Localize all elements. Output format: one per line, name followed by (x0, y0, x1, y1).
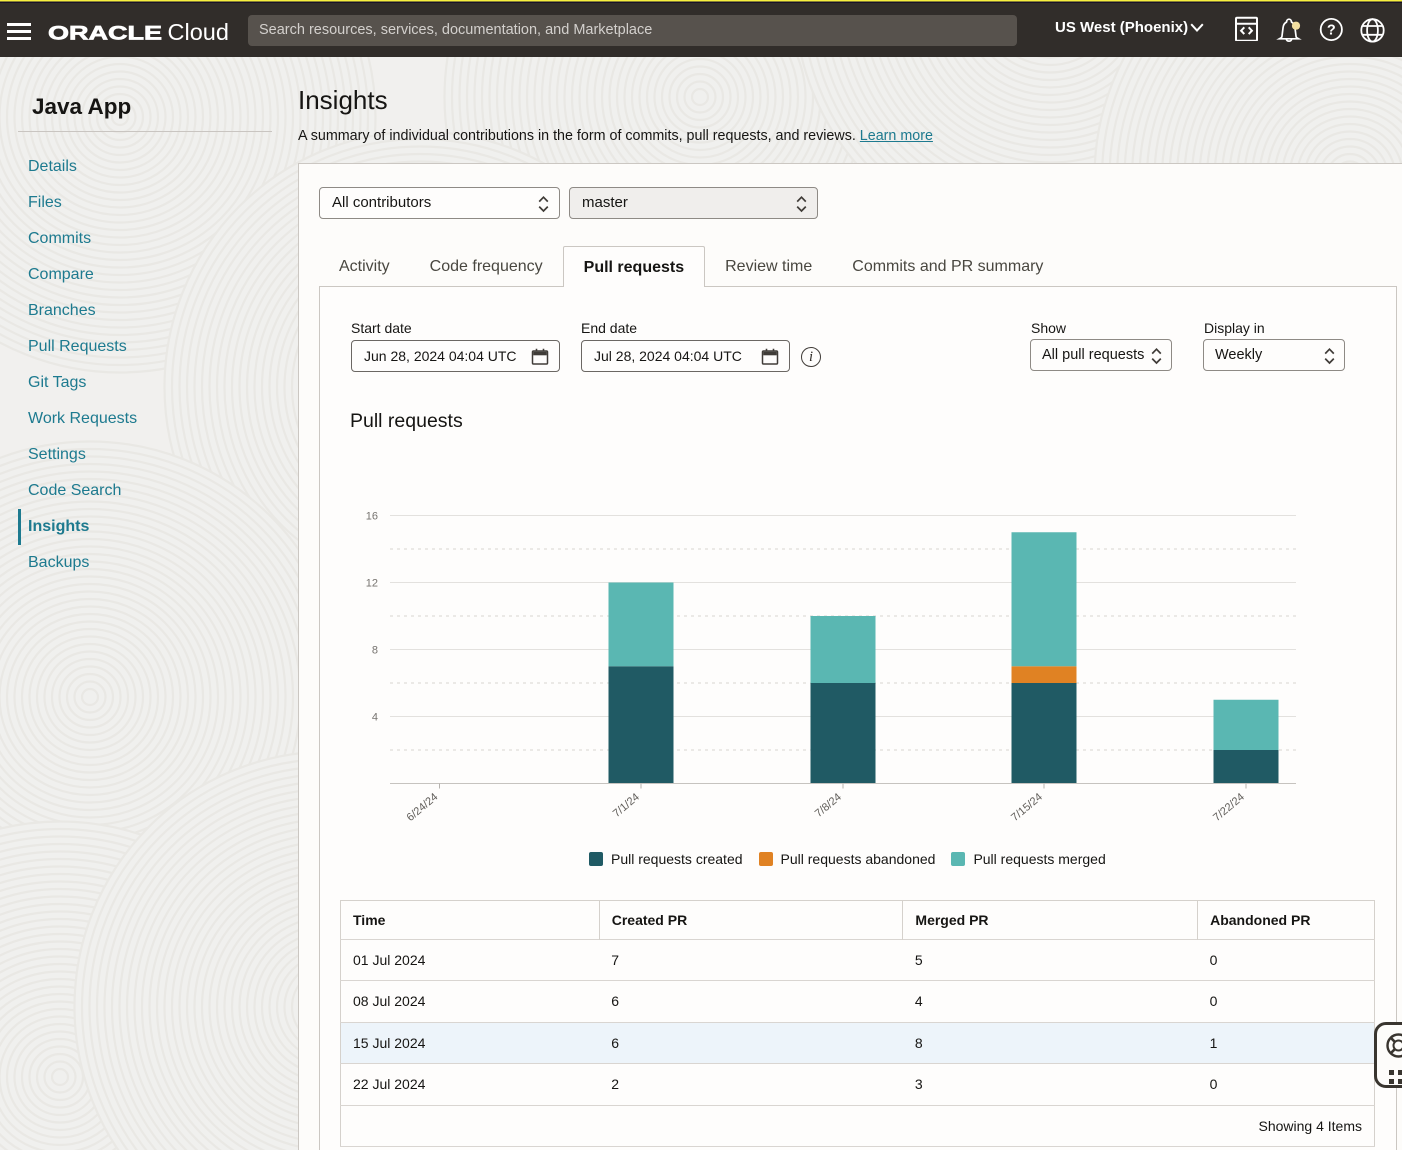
svg-text:6/24/24: 6/24/24 (405, 791, 441, 824)
svg-text:7/8/24: 7/8/24 (813, 791, 844, 820)
svg-text:Cloud: Cloud (168, 19, 229, 44)
svg-text:7/1/24: 7/1/24 (611, 791, 642, 820)
svg-text:7/22/24: 7/22/24 (1211, 791, 1247, 824)
svg-text:4: 4 (372, 712, 378, 724)
svg-text:8: 8 (372, 645, 378, 657)
svg-text:ORACLE: ORACLE (48, 24, 162, 45)
svg-text:12: 12 (366, 578, 378, 590)
svg-text:7/15/24: 7/15/24 (1009, 791, 1045, 824)
svg-text:16: 16 (366, 511, 378, 523)
svg-text:?: ? (1327, 23, 1336, 39)
